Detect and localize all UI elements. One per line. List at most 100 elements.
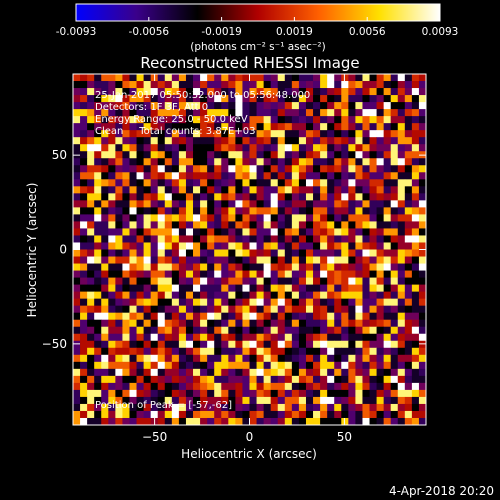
image-pixel [404,179,413,187]
image-pixel [171,130,180,138]
image-pixel [235,354,243,363]
image-pixel [101,88,109,96]
image-pixel [376,228,385,236]
image-pixel [136,144,144,152]
image-pixel [178,347,187,356]
image-pixel [348,158,356,166]
image-pixel [284,200,293,208]
image-pixel [235,172,243,180]
image-pixel [150,270,159,278]
image-pixel [94,333,102,342]
image-pixel [157,417,166,426]
image-pixel [320,207,328,215]
image-pixel [249,298,257,307]
image-pixel [129,137,137,145]
image-pixel [171,389,180,398]
image-pixel [157,403,166,412]
image-pixel [418,74,427,82]
image-pixel [221,235,229,243]
image-pixel [263,200,272,208]
image-pixel [122,396,130,405]
image-pixel [284,312,293,321]
image-pixel [136,81,144,89]
image-pixel [178,333,187,342]
image-pixel [193,256,201,264]
image-pixel [200,249,208,257]
image-pixel [355,137,363,145]
image-pixel [242,165,250,173]
image-pixel [193,158,201,166]
image-pixel [313,368,321,377]
image-pixel [129,326,137,335]
image-pixel [136,207,144,215]
image-pixel [73,207,81,215]
image-pixel [256,382,265,391]
image-pixel [122,284,130,293]
image-pixel [411,193,420,201]
image-pixel [249,186,257,194]
image-pixel [80,291,88,300]
image-pixel [157,368,166,377]
image-pixel [341,193,349,201]
image-pixel [305,158,314,166]
image-pixel [214,74,222,82]
image-pixel [263,95,272,103]
image-pixel [334,207,342,215]
image-pixel [362,298,370,307]
image-pixel [376,242,385,250]
image-pixel [284,123,293,131]
image-pixel [298,319,307,328]
image-pixel [150,193,159,201]
image-pixel [129,130,137,138]
image-pixel [150,305,159,314]
image-pixel [200,130,208,138]
image-pixel [411,249,420,257]
image-pixel [101,214,109,222]
image-pixel [277,354,286,363]
image-pixel [87,228,95,236]
image-pixel [242,137,250,145]
image-pixel [263,249,272,257]
image-pixel [263,298,272,307]
image-pixel [143,186,152,194]
image-pixel [80,109,88,117]
image-pixel [256,186,265,194]
image-pixel [136,305,144,314]
image-pixel [164,221,173,229]
image-pixel [164,186,173,194]
image-pixel [397,361,406,370]
image-pixel [256,389,265,398]
image-pixel [249,172,257,180]
image-pixel [200,200,208,208]
image-pixel [390,95,399,103]
image-pixel [383,340,392,349]
image-pixel [228,305,236,314]
image-pixel [277,284,286,293]
image-pixel [235,207,243,215]
colorbar-tick-label: 0.0019 [276,26,313,38]
image-pixel [369,326,377,335]
image-pixel [80,319,88,328]
image-pixel [115,123,123,131]
image-pixel [101,340,109,349]
image-pixel [73,221,81,229]
image-pixel [136,74,144,82]
image-pixel [122,333,130,342]
image-pixel [263,186,272,194]
image-pixel [157,375,166,384]
image-pixel [200,242,208,250]
image-pixel [348,410,356,419]
image-pixel [235,312,243,321]
image-pixel [341,333,349,342]
image-pixel [115,326,123,335]
image-pixel [101,333,109,342]
image-pixel [270,123,279,131]
image-pixel [270,305,279,314]
image-pixel [136,193,144,201]
image-pixel [80,410,88,419]
image-pixel [150,102,159,110]
image-pixel [94,193,102,201]
image-pixel [87,109,95,117]
image-pixel [249,389,257,398]
image-pixel [355,200,363,208]
